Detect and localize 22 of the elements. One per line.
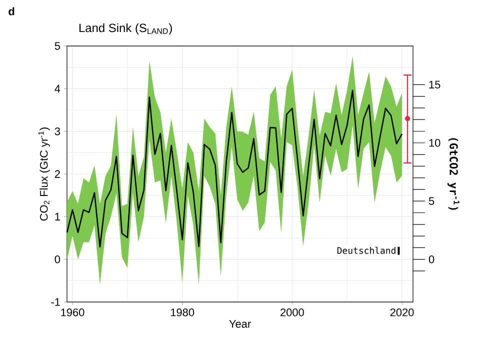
y2-tick-label: 15 xyxy=(429,80,440,88)
text: d xyxy=(8,7,14,16)
y-tick-label: 4 xyxy=(54,84,60,92)
annotation: Deutschland xyxy=(337,246,396,254)
y2-axis-title: (GtCO2 yr$^{-1}$) xyxy=(448,138,460,210)
chart-title: Land Sink (S$_{LAND}$) xyxy=(79,23,172,35)
y2-tick-label: 5 xyxy=(428,197,434,205)
x-tick-label: 2020 xyxy=(390,308,414,316)
y2-tick-label: 0 xyxy=(428,255,434,264)
y-tick-label: 3 xyxy=(54,127,60,136)
y-tick-label: 2 xyxy=(54,170,60,178)
y-tick-label: 0 xyxy=(54,255,60,264)
line-series xyxy=(66,90,403,248)
x-tick-label: 1980 xyxy=(170,308,194,316)
y-tick-label: 5 xyxy=(54,42,60,50)
y-axis-title: CO$_{2}$ Flux (GtC yr$^{-1}$) xyxy=(38,128,50,221)
y-tick-label: -1 xyxy=(51,298,60,306)
y2-tick-label: 10 xyxy=(429,139,440,147)
y-tick-label: 1 xyxy=(55,212,60,220)
x-axis-title: Year xyxy=(229,320,251,328)
x-tick-label: 1960 xyxy=(61,308,84,316)
x-tick-label: 2000 xyxy=(280,308,304,316)
